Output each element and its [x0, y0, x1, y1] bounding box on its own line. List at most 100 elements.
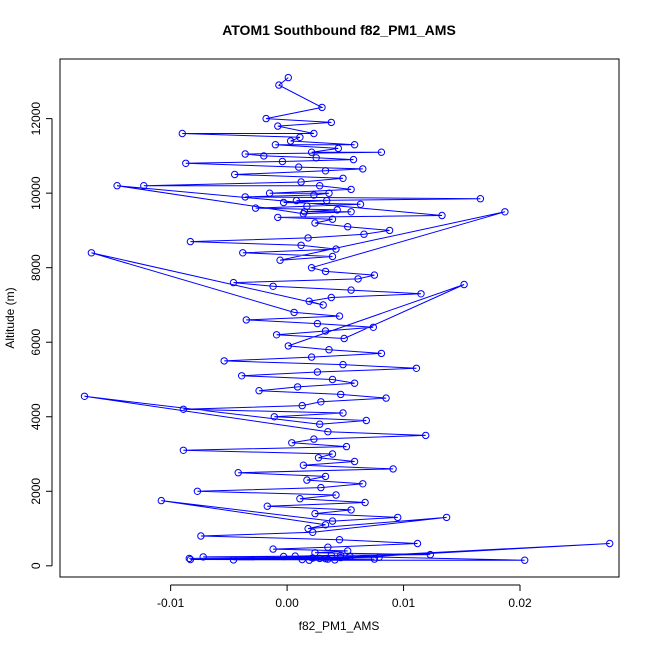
y-axis-label: Altitude (m): [3, 287, 17, 348]
data-point: [606, 539, 614, 548]
data-point: [426, 550, 434, 559]
data-point: [140, 182, 148, 190]
data-point: [324, 428, 332, 436]
data-point: [290, 308, 298, 317]
data-point: [412, 364, 421, 372]
data-point: [339, 360, 347, 369]
data-point: [304, 234, 312, 242]
data-point: [360, 230, 368, 238]
data-point: [359, 165, 367, 173]
data-point: [310, 435, 318, 443]
data-point: [321, 521, 330, 529]
x-tick-label: 0.02: [508, 596, 532, 610]
data-point: [361, 498, 369, 507]
data-point: [299, 210, 308, 218]
x-tick-label: 0.00: [275, 596, 299, 610]
data-point: [335, 312, 344, 320]
x-tick-label: -0.01: [157, 596, 185, 610]
data-point: [333, 206, 341, 214]
data-point: [271, 141, 280, 149]
data-point: [413, 539, 422, 548]
data-point: [350, 141, 359, 149]
data-point: [303, 476, 311, 484]
data-point: [347, 286, 355, 294]
data-point: [339, 174, 347, 183]
data-point: [298, 555, 306, 564]
data-point: [319, 301, 327, 309]
data-point: [346, 552, 354, 561]
data-point: [327, 293, 335, 302]
data-point: [262, 114, 270, 123]
data-point: [370, 271, 379, 279]
data-point: [339, 409, 347, 417]
y-tick-label: 10000: [29, 176, 43, 210]
data-point: [314, 454, 323, 462]
data-point: [316, 420, 324, 428]
data-point: [324, 543, 332, 551]
data-point: [309, 554, 317, 562]
data-point: [87, 249, 96, 257]
data-point: [328, 375, 337, 384]
data-point: [335, 536, 344, 544]
data-point: [279, 552, 288, 561]
data-point: [389, 465, 397, 473]
data-point: [286, 137, 295, 145]
data-point: [113, 182, 121, 190]
data-point: [328, 450, 337, 458]
data-point: [229, 556, 238, 564]
data-point: [323, 196, 331, 205]
data-point: [179, 405, 188, 413]
data-point: [255, 387, 263, 395]
data-point: [197, 532, 205, 540]
data-point: [394, 513, 402, 522]
data-point: [269, 282, 277, 290]
data-point: [501, 208, 509, 216]
y-tick-label: 12000: [29, 102, 43, 136]
data-point: [241, 193, 249, 201]
data-point: [317, 483, 325, 492]
data-point: [193, 487, 202, 495]
data-point: [295, 163, 303, 171]
data-point: [270, 413, 278, 421]
data-point: [260, 152, 268, 160]
data-point: [310, 129, 318, 138]
y-tick-label: 0: [29, 562, 43, 569]
data-point: [382, 394, 390, 402]
data-point: [321, 267, 330, 276]
data-point: [186, 237, 195, 246]
data-point: [332, 245, 340, 253]
data-point: [327, 118, 335, 127]
data-point: [182, 159, 190, 168]
x-axis: -0.01 0.00 0.01 0.02: [157, 584, 532, 610]
data-point: [328, 517, 337, 525]
data-point: [298, 401, 306, 410]
data-point: [291, 552, 299, 560]
data-point: [275, 81, 283, 89]
data-point: [297, 178, 305, 186]
data-point: [521, 556, 529, 564]
data-point: [239, 249, 247, 257]
data-point: [231, 170, 239, 179]
data-point: [354, 275, 362, 283]
chart-title: ATOM1 Southbound f82_PM1_AMS: [222, 22, 456, 38]
data-point: [377, 349, 386, 358]
data-point: [234, 469, 242, 477]
data-point: [241, 150, 249, 158]
data-point: [422, 431, 430, 440]
data-point: [334, 144, 342, 153]
data-point: [359, 480, 367, 488]
data-point: [325, 189, 333, 197]
data-point: [279, 198, 288, 207]
data-point: [305, 297, 313, 305]
data-point: [325, 346, 333, 354]
data-point: [269, 545, 277, 553]
data-point: [185, 554, 194, 563]
data-point: [265, 189, 274, 197]
data-point: [337, 551, 345, 560]
data-point: [460, 280, 468, 289]
data-point: [331, 556, 339, 564]
data-point: [362, 416, 370, 425]
data-point: [307, 264, 316, 272]
data-point: [321, 555, 330, 563]
